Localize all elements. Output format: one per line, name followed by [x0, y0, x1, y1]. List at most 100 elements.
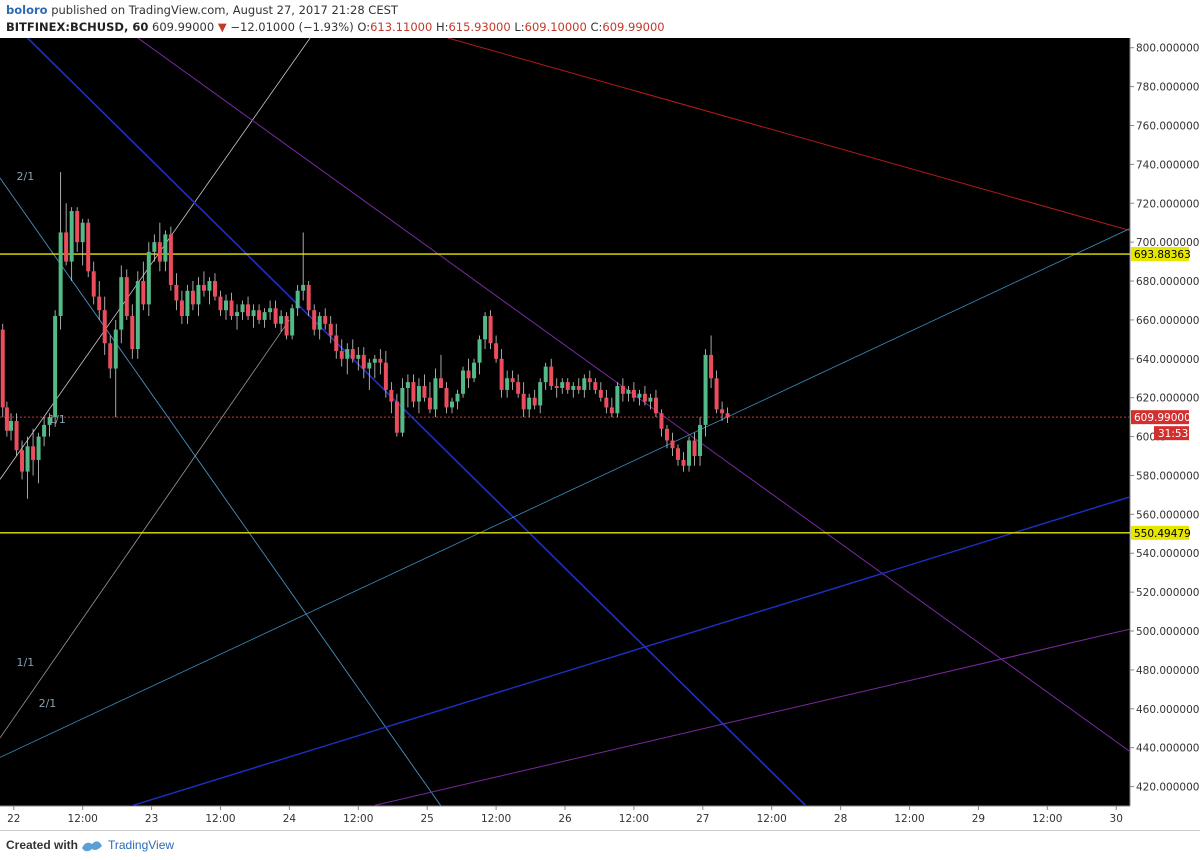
candle-body	[141, 281, 146, 305]
candle-body	[36, 436, 41, 460]
x-tick-label: 24	[283, 813, 297, 825]
candle-body	[427, 397, 432, 410]
footer: Created with TradingView	[0, 830, 1200, 860]
candle-body	[345, 349, 350, 359]
trend-line	[0, 177, 442, 806]
candle-body	[637, 393, 642, 398]
candle-body	[615, 386, 620, 414]
y-tick-label: 480.000000	[1136, 665, 1199, 677]
x-tick-labels: 22 12:00 23 12:00 24 12:00 25 12:00 26 12:00 27 12:…	[7, 806, 1123, 825]
candle-body	[14, 421, 19, 451]
trend-line	[0, 38, 311, 480]
y-tick-label: 500.000000	[1136, 626, 1199, 638]
candle-body	[587, 378, 592, 383]
trend-line	[26, 38, 807, 806]
candle-body	[444, 387, 449, 408]
candle-body	[218, 296, 223, 311]
candle-body	[714, 378, 719, 410]
y-tick-label: 540.000000	[1136, 548, 1199, 560]
candle-body	[20, 450, 25, 472]
candle-body	[488, 316, 493, 344]
candle-body	[212, 281, 217, 297]
candle-body	[31, 446, 36, 460]
candle-body	[687, 440, 692, 466]
candle-body	[604, 397, 609, 408]
candle-body	[681, 459, 686, 466]
candle-body	[108, 343, 113, 369]
candle-body	[25, 446, 30, 472]
candle-body	[168, 234, 173, 285]
y-tick-label: 760.000000	[1136, 120, 1199, 132]
low-label: L:	[514, 20, 525, 34]
level-price-label: 550.49479	[1134, 528, 1191, 540]
horizontal-levels	[0, 253, 1130, 534]
candle-body	[466, 370, 471, 379]
candle-body	[725, 413, 730, 418]
trend-line	[0, 228, 1130, 758]
candle-body	[483, 316, 488, 340]
candle-body	[516, 382, 521, 394]
candle-body	[389, 389, 394, 402]
candle-body	[42, 424, 47, 437]
candle-body	[135, 281, 140, 350]
y-tick-label: 560.000000	[1136, 509, 1199, 521]
candle-body	[328, 323, 333, 336]
candle-body	[676, 448, 680, 460]
x-tick-label: 12:00	[68, 813, 98, 825]
x-tick-label: 30	[1110, 813, 1123, 825]
y-tick-label: 420.000000	[1136, 782, 1199, 794]
high-label: H:	[435, 20, 449, 34]
high-value: 615.93000	[448, 20, 511, 34]
y-tick-label: 460.000000	[1136, 704, 1199, 716]
candle-body	[64, 232, 69, 262]
publisher-name[interactable]: boloro	[6, 3, 48, 17]
y-tick-label: 780.000000	[1136, 82, 1199, 94]
x-tick-label: 22	[7, 813, 20, 825]
x-tick-label: 12:00	[619, 813, 649, 825]
candle-body	[620, 386, 625, 394]
candle-body	[224, 300, 228, 311]
candle-body	[698, 424, 703, 457]
candle-body	[367, 362, 372, 369]
created-with-text: Created with	[6, 838, 79, 852]
candle-body	[312, 310, 317, 330]
candle-body	[472, 362, 477, 379]
candle-body	[86, 222, 91, 272]
candle-body	[505, 378, 510, 390]
candle-body	[47, 417, 52, 425]
candle-body	[598, 389, 603, 398]
candle-body	[400, 387, 405, 433]
candle-body	[438, 378, 443, 388]
y-tick-label: 640.000000	[1136, 354, 1199, 366]
candle-body	[9, 421, 14, 431]
candle-body	[201, 284, 206, 291]
candle-body	[53, 316, 58, 418]
candle-body	[560, 382, 565, 388]
y-tick-label: 440.000000	[1136, 743, 1199, 755]
candle-body	[130, 316, 135, 350]
candle-body	[609, 407, 614, 414]
x-tick-label: 23	[145, 813, 158, 825]
price-chart[interactable]: 2/1 1/1 1/1 2/1 800.000000 780.000000 760.000…	[0, 38, 1200, 830]
candle-body	[91, 271, 96, 297]
x-tick-label: 12:00	[205, 813, 235, 825]
x-tick-label: 28	[834, 813, 847, 825]
candle-body	[207, 281, 212, 291]
tradingview-logo-icon	[82, 841, 102, 852]
candle-body	[538, 382, 543, 406]
candle-body	[102, 310, 107, 344]
candle-body	[295, 290, 300, 309]
tradingview-brand[interactable]: TradingView	[108, 838, 175, 852]
annotations: 2/1 1/1 1/1 2/1	[17, 170, 66, 710]
trend-line	[371, 628, 1130, 806]
trend-line	[0, 319, 290, 739]
candle-body	[0, 329, 5, 408]
countdown-tag	[1154, 426, 1189, 441]
candle-body	[626, 389, 631, 394]
x-tick-label: 25	[421, 813, 434, 825]
last-price: 609.99000	[152, 20, 215, 34]
candle-body	[279, 316, 284, 324]
level-price-tag	[1131, 525, 1189, 540]
plot-area[interactable]	[0, 38, 1130, 806]
open-label: O:	[357, 20, 371, 34]
